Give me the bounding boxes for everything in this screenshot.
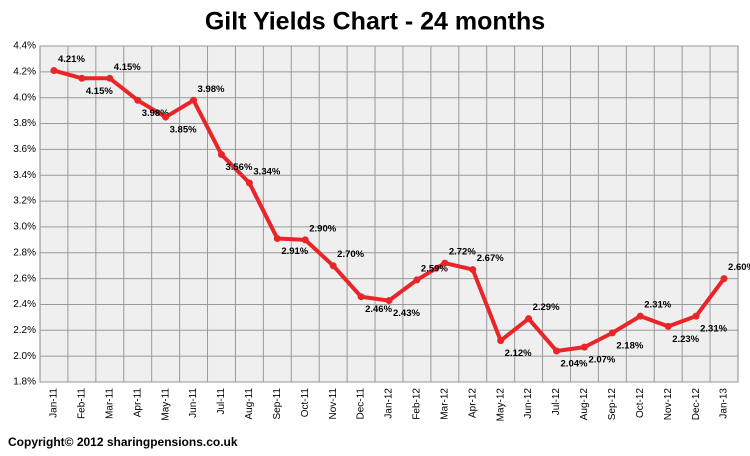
marker — [497, 337, 505, 345]
value-label: 4.15% — [114, 62, 141, 73]
y-tick-label: 3.0% — [13, 222, 36, 233]
x-tick-label: Feb-12 — [412, 388, 423, 420]
value-label: 3.34% — [253, 167, 280, 178]
y-tick-label: 2.0% — [13, 351, 36, 362]
value-label: 2.59% — [421, 263, 448, 274]
x-tick-label: Mar-11 — [104, 388, 115, 419]
x-tick-label: Dec-12 — [691, 388, 702, 421]
x-tick-label: Nov-12 — [663, 388, 674, 421]
x-tick-label: Oct-11 — [300, 388, 311, 418]
marker — [413, 276, 421, 284]
x-tick-label: Jul-12 — [551, 388, 562, 416]
x-tick-label: Jun-11 — [188, 388, 199, 418]
x-tick-label: Nov-11 — [328, 388, 339, 420]
value-label: 3.56% — [225, 162, 252, 173]
marker — [245, 179, 253, 187]
marker — [441, 259, 449, 267]
x-tick-label: Jan-11 — [49, 388, 60, 418]
value-label: 3.98% — [142, 108, 169, 119]
marker — [692, 312, 700, 320]
marker — [553, 347, 561, 355]
value-label: 2.31% — [644, 300, 671, 311]
x-tick-label: Oct-12 — [635, 388, 646, 418]
value-label: 4.15% — [86, 86, 113, 97]
value-label: 2.43% — [393, 308, 420, 319]
value-label: 2.90% — [309, 223, 336, 234]
marker — [106, 74, 114, 82]
x-tick-label: Apr-11 — [132, 388, 143, 418]
x-tick-label: Sep-12 — [607, 388, 618, 421]
x-tick-label: Feb-11 — [77, 388, 88, 419]
y-tick-label: 3.8% — [13, 118, 36, 129]
value-label: 4.21% — [58, 54, 85, 65]
x-tick-label: Apr-12 — [467, 388, 478, 418]
value-label: 2.31% — [700, 324, 727, 335]
value-label: 2.29% — [533, 302, 560, 313]
y-tick-label: 2.4% — [13, 299, 36, 310]
value-label: 2.60% — [728, 262, 750, 273]
y-tick-label: 1.8% — [13, 377, 36, 388]
y-tick-label: 2.6% — [13, 273, 36, 284]
value-label: 2.18% — [616, 340, 643, 351]
x-tick-label: Sep-11 — [272, 388, 283, 420]
x-tick-label: May-12 — [495, 388, 506, 422]
value-label: 3.85% — [170, 125, 197, 136]
x-tick-label: Jan-13 — [719, 388, 730, 419]
x-tick-label: Jul-11 — [216, 388, 227, 415]
value-label: 2.07% — [588, 355, 615, 366]
plot-area — [39, 45, 739, 383]
marker — [636, 312, 644, 320]
marker — [78, 74, 86, 82]
marker — [301, 236, 309, 244]
marker — [608, 329, 616, 337]
value-label: 2.12% — [505, 348, 532, 359]
marker — [525, 315, 533, 323]
x-tick-label: May-11 — [160, 388, 171, 421]
marker — [134, 96, 142, 104]
value-label: 2.70% — [337, 249, 364, 260]
marker — [273, 235, 281, 243]
marker — [162, 113, 170, 121]
x-tick-label: Dec-11 — [356, 388, 367, 420]
value-label: 2.91% — [281, 246, 308, 257]
footer: Copyright© 2012 sharingpensions.co.uk — [8, 435, 238, 449]
x-tick-label: Mar-12 — [439, 388, 450, 420]
marker — [385, 297, 393, 305]
y-tick-label: 3.4% — [13, 170, 36, 181]
value-label: 2.67% — [477, 253, 504, 264]
x-tick-label: Aug-11 — [244, 388, 255, 420]
marker — [664, 322, 672, 330]
marker — [720, 275, 728, 283]
value-label: 2.23% — [672, 334, 699, 345]
value-label: 3.98% — [198, 84, 225, 95]
marker — [50, 67, 58, 75]
y-tick-label: 3.6% — [13, 144, 36, 155]
x-tick-label: Jan-12 — [384, 388, 395, 419]
y-tick-label: 4.4% — [13, 41, 36, 52]
y-tick-label: 2.2% — [13, 325, 36, 336]
x-tick-label: Aug-12 — [579, 388, 590, 421]
y-tick-label: 4.0% — [13, 92, 36, 103]
marker — [190, 96, 198, 104]
marker — [580, 343, 588, 351]
marker — [357, 293, 365, 301]
value-label: 2.04% — [561, 359, 588, 370]
y-tick-label: 2.8% — [13, 247, 36, 258]
chart-title: Gilt Yields Chart - 24 months — [205, 8, 545, 36]
marker — [217, 151, 225, 159]
y-tick-label: 4.2% — [13, 66, 36, 77]
value-label: 2.72% — [449, 247, 476, 258]
value-label: 2.46% — [365, 304, 392, 315]
x-tick-label: Jun-12 — [523, 388, 534, 419]
marker — [329, 262, 337, 270]
y-tick-label: 3.2% — [13, 196, 36, 207]
marker — [469, 266, 477, 274]
